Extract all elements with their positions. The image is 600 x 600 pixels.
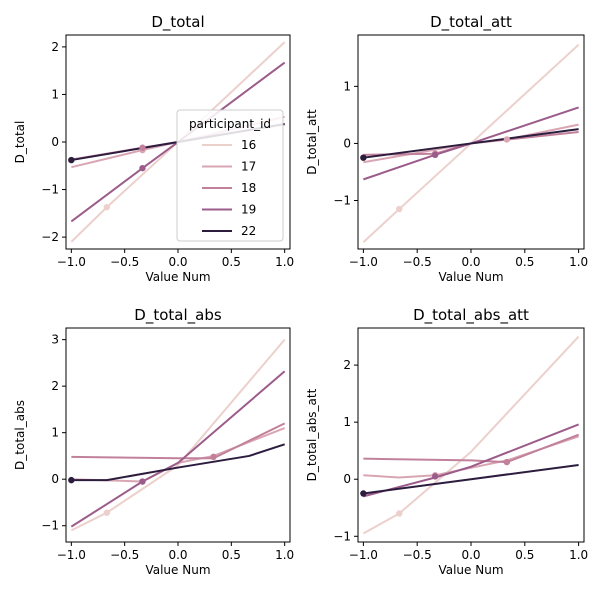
x-tick-label: −1.0: [57, 255, 86, 269]
data-point-22: [68, 156, 75, 164]
x-tick-label: −0.5: [403, 548, 432, 562]
y-tick-label: 0: [51, 135, 59, 149]
panel-title: D_total_att: [430, 13, 512, 32]
series-line-16: [362, 43, 580, 243]
data-point-19: [431, 473, 439, 480]
legend: participant_id 16 17 18 19 22: [176, 109, 284, 242]
y-tick-label: −1: [333, 193, 351, 207]
panel-title: D_total_abs: [134, 306, 222, 325]
legend-entry-16: 16: [241, 138, 256, 152]
data-point-18: [210, 453, 217, 461]
series-line-16: [362, 335, 580, 535]
series-line-22: [71, 443, 285, 482]
x-tick-label: −0.5: [403, 255, 432, 269]
panel-d-total-att: D_total_att −1.0 −0.5 0.0 0.5 1.0 −1 0 1 Value Nu…: [305, 13, 588, 284]
x-axis-label: Value Num: [145, 563, 210, 577]
legend-entry-17: 17: [241, 160, 256, 174]
legend-entry-22: 22: [241, 224, 256, 238]
y-tick-label: −1: [41, 519, 59, 533]
y-tick-label: 1: [343, 415, 351, 429]
x-axis-label: Value Num: [145, 270, 210, 284]
x-axis-label: Value Num: [438, 270, 503, 284]
legend-box: [176, 109, 284, 242]
y-tick-label: −1: [41, 183, 59, 197]
x-tick-label: 1.0: [569, 255, 588, 269]
x-tick-label: −0.5: [110, 548, 139, 562]
data-point-22: [360, 490, 367, 497]
legend-entry-19: 19: [241, 203, 256, 217]
y-axis-label: D_total_abs: [13, 400, 27, 470]
y-axis-label: D_total_abs_att: [305, 388, 319, 481]
panel-d-total: D_total −1.0 −0.5 0.0 0.5 1.0 −2 −1 0 1 2 Value Num…: [13, 13, 294, 284]
y-tick-label: 0: [51, 472, 59, 486]
y-tick-label: 2: [51, 40, 59, 54]
data-point-16: [103, 203, 111, 211]
legend-title: participant_id: [189, 117, 271, 131]
data-point-16: [103, 509, 111, 516]
y-tick-label: 2: [51, 379, 59, 393]
data-point-18: [139, 144, 146, 151]
y-tick-label: 3: [51, 333, 59, 347]
y-tick-label: 0: [343, 136, 351, 150]
series-line-19: [70, 370, 286, 528]
y-tick-label: −1: [333, 529, 351, 543]
x-tick-label: 0.5: [222, 548, 241, 562]
x-tick-label: 0.0: [461, 255, 480, 269]
y-tick-label: −2: [41, 230, 59, 244]
series-line-16: [70, 41, 286, 243]
data-point-16: [396, 205, 403, 213]
x-tick-label: −1.0: [349, 548, 378, 562]
x-tick-label: 1.0: [275, 548, 294, 562]
data-point-18: [503, 458, 511, 466]
y-tick-label: 1: [343, 79, 351, 93]
series-line-19: [70, 61, 286, 223]
series-line-19: [363, 423, 579, 498]
panel-title: D_total_abs_att: [413, 306, 529, 325]
x-tick-label: 0.5: [515, 255, 534, 269]
series-line-22: [363, 128, 579, 159]
x-tick-label: −1.0: [349, 255, 378, 269]
data-point-22: [68, 476, 75, 484]
x-tick-label: 0.5: [222, 255, 241, 269]
x-tick-label: 1.0: [275, 255, 294, 269]
x-tick-label: 0.5: [515, 548, 534, 562]
x-tick-label: 0.0: [168, 548, 187, 562]
data-point-16: [396, 510, 403, 517]
legend-entry-18: 18: [241, 181, 256, 195]
panel-title: D_total: [151, 13, 204, 32]
y-tick-label: 2: [343, 358, 351, 372]
series-line-16: [70, 338, 286, 532]
series-line-19: [363, 106, 579, 181]
series-line-18: [71, 422, 286, 460]
x-tick-label: −0.5: [110, 255, 139, 269]
series-line-18: [363, 433, 579, 464]
x-tick-label: −1.0: [57, 548, 86, 562]
data-point-22: [360, 154, 367, 161]
y-tick-label: 0: [343, 472, 351, 486]
panel-d-total-abs: D_total_abs −1.0 −0.5 0.0 0.5 1.0 −1 0 1 2 3 Value …: [13, 306, 294, 577]
data-point-19: [431, 151, 439, 159]
y-axis-label: D_total_att: [305, 109, 319, 175]
data-point-17: [503, 136, 511, 143]
x-axis-label: Value Num: [438, 563, 503, 577]
data-point-19: [139, 478, 146, 485]
series-line-22: [363, 463, 579, 495]
x-tick-label: 0.0: [168, 255, 187, 269]
y-axis-label: D_total: [13, 121, 27, 164]
y-tick-label: 1: [51, 87, 59, 101]
x-tick-label: 0.0: [461, 548, 480, 562]
x-tick-label: 1.0: [569, 548, 588, 562]
y-tick-label: 1: [51, 426, 59, 440]
panel-d-total-abs-att: D_total_abs_att −1.0 −0.5 0.0 0.5 1.0 −1 0 1 2 Val…: [305, 306, 588, 577]
data-point-19: [139, 164, 146, 172]
